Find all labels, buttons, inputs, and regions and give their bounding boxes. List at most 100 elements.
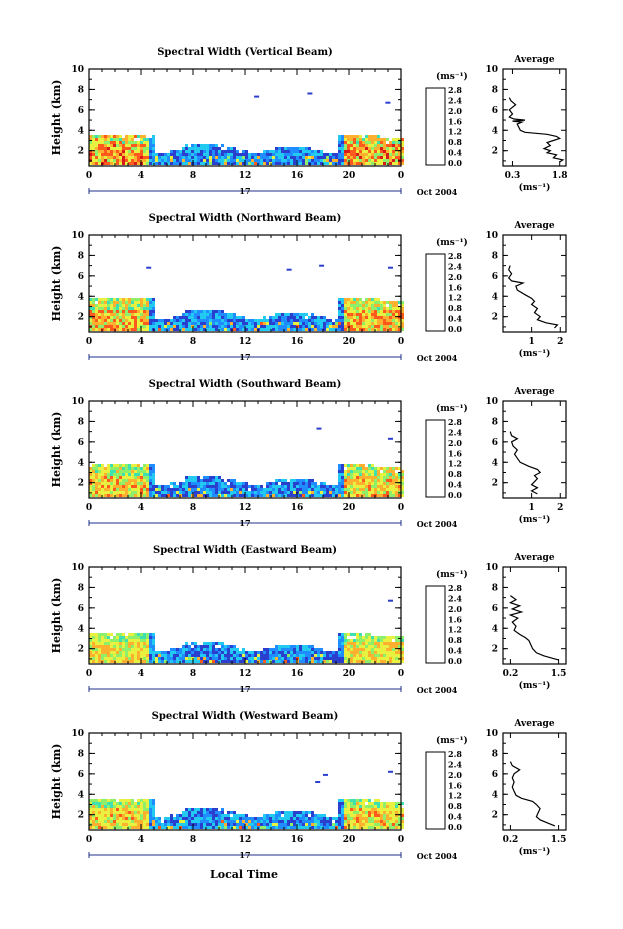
heatmap-cell [284,156,287,159]
heatmap-cell [131,648,134,651]
heatmap-cell [380,482,383,485]
heatmap-cell [386,642,389,645]
heatmap-cell [350,642,353,645]
heatmap-cell [152,636,155,639]
heatmap-cell [392,657,395,660]
heatmap-cell [341,645,344,648]
heatmap-cell [269,150,272,153]
heatmap-cell [125,141,128,144]
heatmap-cell [191,310,194,313]
heatmap-cell [143,138,146,141]
heatmap-cell [191,485,194,488]
heatmap-cell [116,313,119,316]
heatmap-cell [356,319,359,322]
heatmap-cell [401,316,404,319]
average-x-tick-label: 1 [529,337,535,347]
day-label: 17 [239,518,250,528]
heatmap-cell [119,470,122,473]
heatmap-cell [266,814,269,817]
heatmap-cell [179,159,182,162]
heatmap-cell [263,159,266,162]
heatmap-cell [218,485,221,488]
heatmap-cell [101,817,104,820]
heatmap-cell [377,645,380,648]
heatmap-cell [386,482,389,485]
heatmap-cell [311,811,314,814]
heatmap-cell [377,799,380,802]
heatmap-cell [134,811,137,814]
heatmap-cell [374,820,377,823]
heatmap-cell [119,310,122,313]
heatmap-cell [176,325,179,328]
heatmap-cell [299,156,302,159]
heatmap-cell [215,325,218,328]
heatmap-cell [299,491,302,494]
heatmap-cell [128,479,131,482]
heatmap-cell [401,491,404,494]
heatmap-cell [233,328,236,331]
heatmap-cell [230,156,233,159]
heatmap-cell [104,479,107,482]
heatmap-cell [218,476,221,479]
heatmap-cell [377,150,380,153]
heatmap-cell [278,654,281,657]
heatmap-cell [116,479,119,482]
heatmap-cell [107,648,110,651]
heatmap-cell [227,657,230,660]
colorbar-unit: (ms⁻¹) [436,403,468,414]
heatmap-cell [239,153,242,156]
heatmap-cell [227,811,230,814]
heatmap-cell [230,648,233,651]
heatmap-cell [104,470,107,473]
heatmap-cell [140,636,143,639]
heatmap-cell [284,811,287,814]
heatmap-cell [380,473,383,476]
heatmap-cell [125,488,128,491]
heatmap-cell [89,651,92,654]
heatmap-cell [209,316,212,319]
heatmap-cell [122,802,125,805]
heatmap-cell [395,820,398,823]
heatmap-cell [164,823,167,826]
heatmap-cell [146,313,149,316]
heatmap-cell [392,304,395,307]
heatmap-cell [104,645,107,648]
heatmap-cell [263,654,266,657]
heatmap-cell [89,144,92,147]
heatmap-cell [344,147,347,150]
heatmap-cell [113,651,116,654]
heatmap-cell [134,141,137,144]
heatmap-cell [302,313,305,316]
heatmap-cell [128,485,131,488]
heatmap-cell [128,648,131,651]
heatmap-cell [185,328,188,331]
heatmap-cell [347,817,350,820]
heatmap-cell [383,470,386,473]
heatmap-cell [89,799,92,802]
heatmap-cell [134,645,137,648]
heatmap-cell [104,298,107,301]
heatmap-cell [152,141,155,144]
heatmap-cell [347,301,350,304]
heatmap-cell [89,162,92,165]
heatmap-cell [299,645,302,648]
heatmap-cell [365,325,368,328]
heatmap-cell [305,823,308,826]
heatmap-cell [131,159,134,162]
heatmap-cell [317,156,320,159]
heatmap-cell [137,147,140,150]
heatmap-cell [359,826,362,829]
heatmap-cell [365,141,368,144]
heatmap-cell [107,467,110,470]
heatmap-cell [104,657,107,660]
heatmap-cell [341,144,344,147]
heatmap-cell [146,817,149,820]
heatmap-cell [386,488,389,491]
heatmap-cell [308,654,311,657]
heatmap-cell [197,150,200,153]
heatmap-cell [290,482,293,485]
heatmap-cell [308,651,311,654]
heatmap-cell [344,473,347,476]
heatmap-cell [209,159,212,162]
heatmap-cell [311,482,314,485]
